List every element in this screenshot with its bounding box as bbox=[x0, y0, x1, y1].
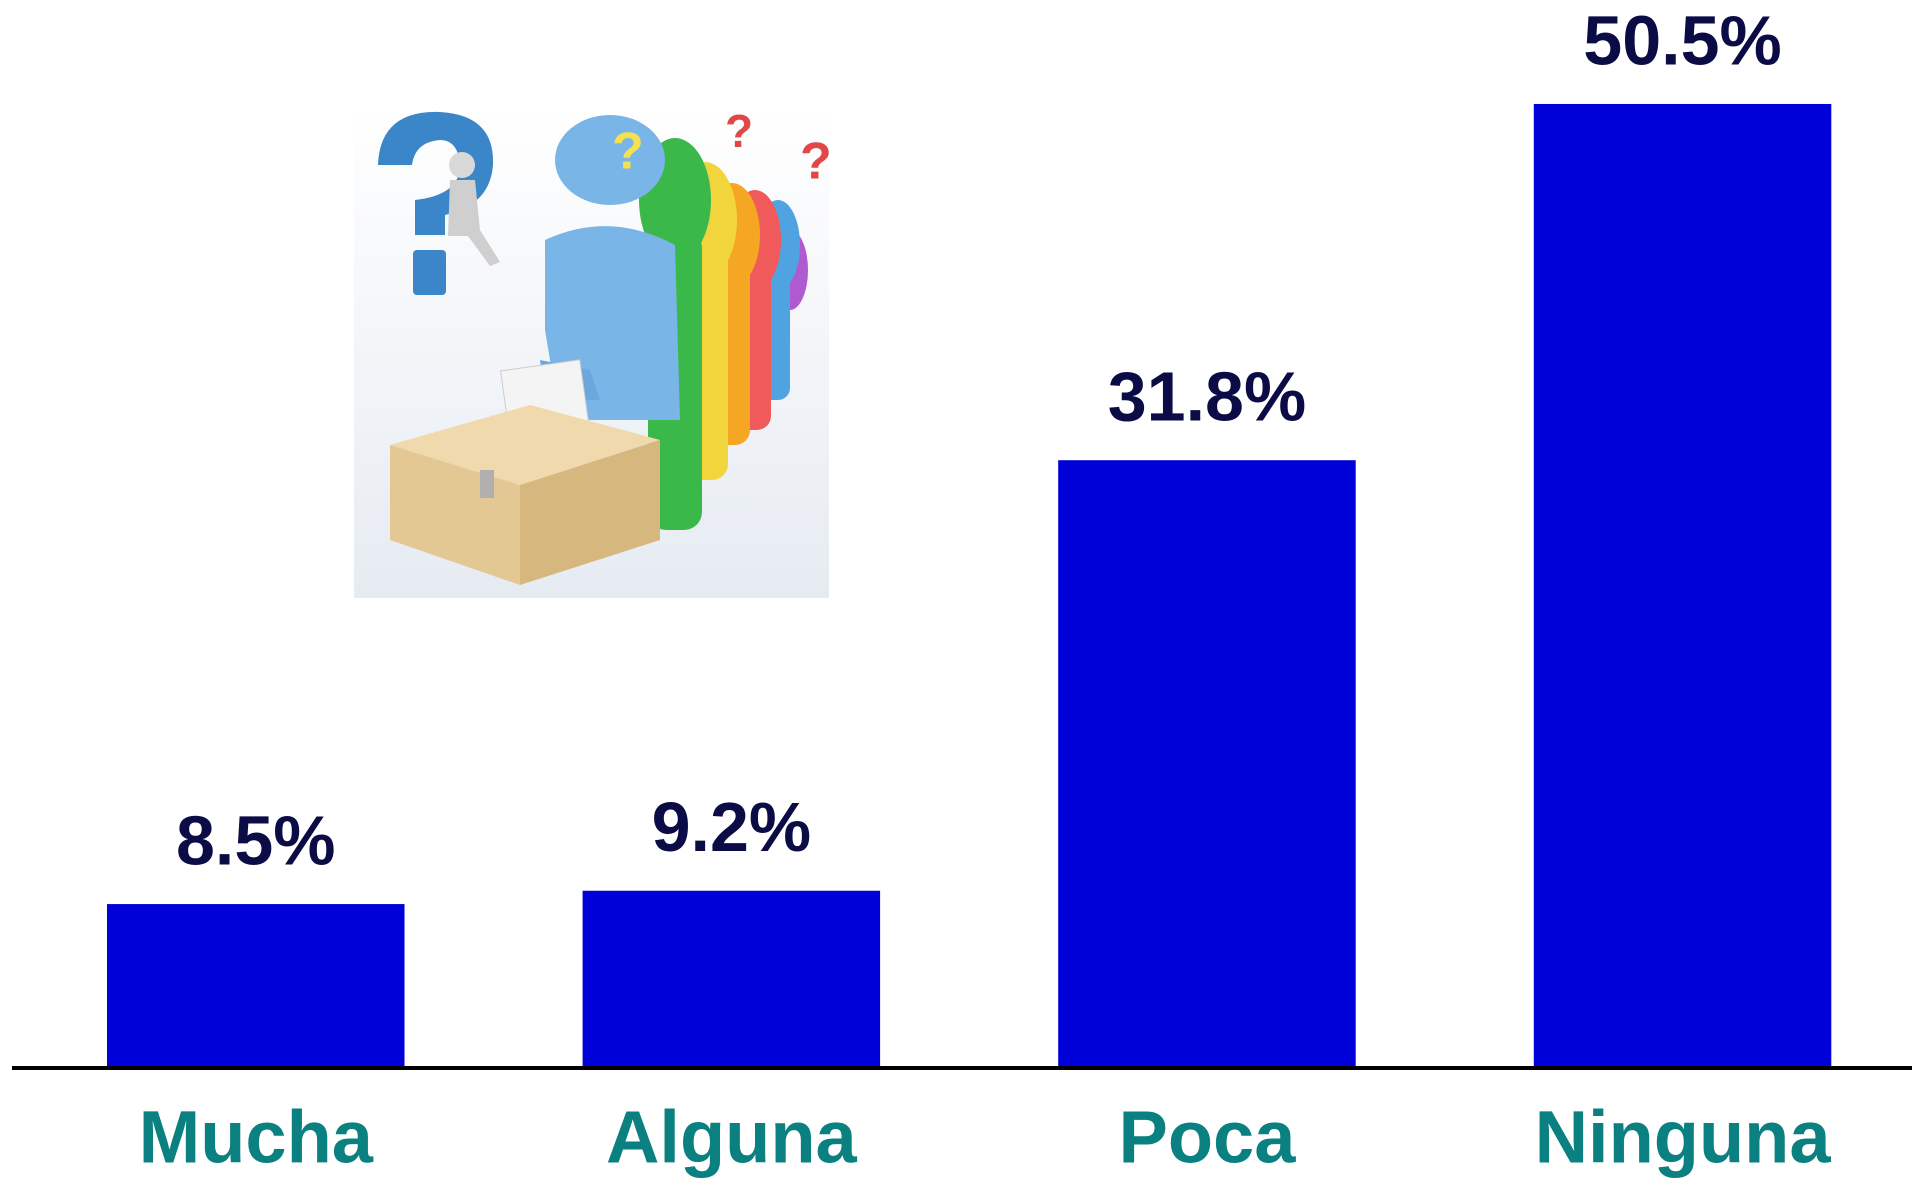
bar bbox=[107, 904, 405, 1066]
question-dot bbox=[413, 250, 446, 295]
value-label: 50.5% bbox=[1583, 1, 1781, 79]
x-tick-label: Poca bbox=[1119, 1096, 1297, 1179]
value-label: 9.2% bbox=[652, 788, 812, 866]
svg-text:?: ? bbox=[800, 133, 832, 191]
svg-text:?: ? bbox=[725, 105, 753, 157]
chart: ? ? ? 8.5% Mucha 9.2% Alguna 31.8% Poca 50.5% N… bbox=[0, 0, 1912, 1183]
x-tick-label: Alguna bbox=[606, 1096, 858, 1179]
x-tick-label: Ninguna bbox=[1535, 1096, 1832, 1179]
bar bbox=[1534, 104, 1832, 1066]
page: {"chart_data": {"type": "bar", "categori… bbox=[0, 0, 1912, 1183]
x-tick-label: Mucha bbox=[139, 1096, 374, 1179]
svg-text:?: ? bbox=[612, 123, 644, 181]
value-label: 8.5% bbox=[176, 802, 336, 880]
bar bbox=[1058, 460, 1356, 1066]
voting-illustration: ? ? ? bbox=[354, 104, 832, 598]
value-label: 31.8% bbox=[1108, 358, 1306, 436]
thinker-head bbox=[449, 152, 475, 178]
bar bbox=[583, 891, 881, 1066]
